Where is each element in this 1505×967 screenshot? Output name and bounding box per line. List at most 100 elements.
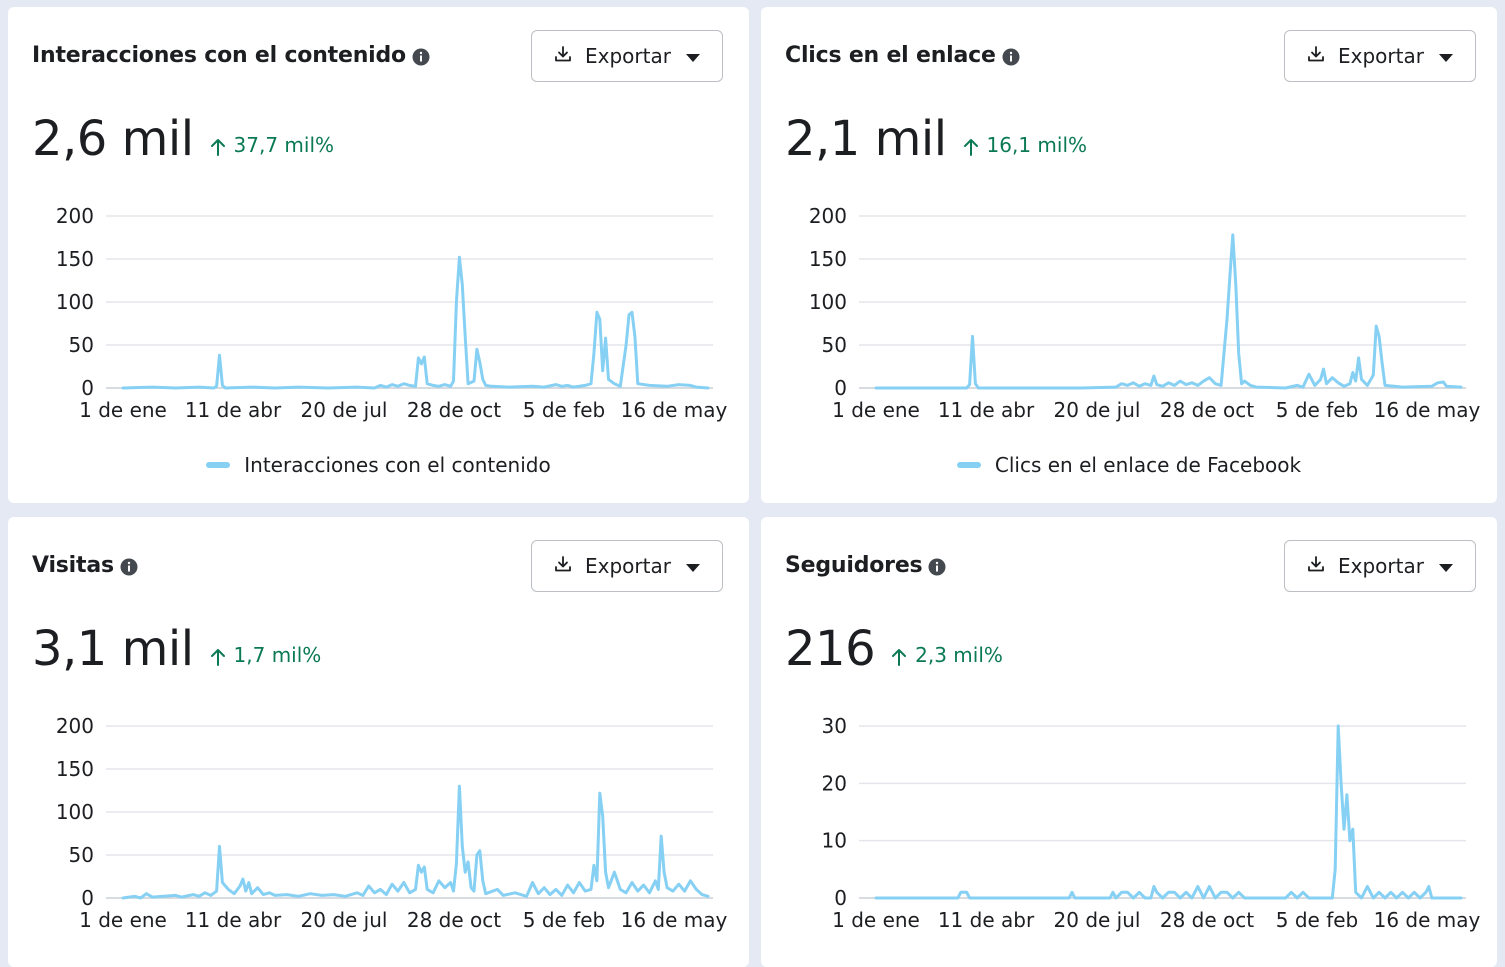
x-tick-label: 16 de may [621,398,728,422]
legend-label: Clics en el enlace de Facebook [994,453,1302,477]
legend-label: Interacciones con el contenido [244,453,551,477]
metric: 216 2,3 mil% [785,621,1003,677]
y-tick-label: 10 [822,829,847,853]
y-tick-label: 100 [56,290,94,314]
x-tick-label: 16 de may [1374,398,1481,422]
chart-legend: Interacciones con el contenido [8,453,749,477]
card-title: Visitas [32,553,138,578]
download-icon [1306,44,1326,69]
metric-change: 37,7 mil% [210,133,334,157]
legend-swatch [206,462,231,468]
series-line [874,724,1463,900]
info-icon[interactable] [1002,47,1020,65]
y-tick-label: 50 [69,843,94,867]
y-tick-label: 50 [822,333,847,357]
y-tick-label: 150 [56,247,94,271]
export-label: Exportar [1338,554,1424,578]
y-tick-label: 150 [809,247,847,271]
metric: 2,6 mil 37,7 mil% [32,111,334,167]
caret-down-icon [1438,44,1454,68]
y-tick-label: 100 [56,800,94,824]
export-button[interactable]: Exportar [1284,540,1476,592]
download-icon [553,554,573,579]
caret-down-icon [1438,554,1454,578]
arrow-up-icon [892,649,907,666]
x-tick-label: 5 de feb [523,908,605,932]
metric: 2,1 mil 16,1 mil% [785,111,1087,167]
metric-change: 1,7 mil% [210,643,321,667]
export-label: Exportar [1338,44,1424,68]
y-tick-label: 30 [822,714,847,738]
x-tick-label: 11 de abr [938,908,1035,932]
y-tick-label: 200 [56,204,94,228]
metric-value: 2,6 mil [32,111,194,167]
y-tick-label: 50 [69,333,94,357]
export-button[interactable]: Exportar [531,540,723,592]
y-tick-label: 0 [834,376,847,400]
line-chart: 0 50 100 150 200 1 de ene 11 de abr 20 de jul 28… [809,204,1481,422]
arrow-up-icon [210,139,225,156]
y-tick-label: 200 [56,714,94,738]
y-tick-label: 0 [81,376,94,400]
x-tick-label: 5 de feb [523,398,605,422]
info-icon[interactable] [928,557,946,575]
link-clicks-card: Clics en el enlace Exportar 2,1 mil 16,1… [761,7,1497,503]
x-tick-label: 16 de may [621,908,728,932]
series-line [874,233,1463,390]
x-tick-label: 20 de jul [301,398,388,422]
metric-change: 16,1 mil% [963,133,1087,157]
export-button[interactable]: Exportar [531,30,723,82]
metric-value: 3,1 mil [32,621,194,677]
export-label: Exportar [585,554,671,578]
chart-legend: Clics en el enlace de Facebook [761,453,1497,477]
x-tick-label: 1 de ene [79,908,167,932]
x-tick-label: 28 de oct [407,908,501,932]
arrow-up-icon [210,649,225,666]
legend-swatch [956,462,981,468]
info-icon[interactable] [412,47,430,65]
x-tick-label: 5 de feb [1276,908,1358,932]
y-tick-label: 0 [834,886,847,910]
export-label: Exportar [585,44,671,68]
info-icon[interactable] [120,557,138,575]
arrow-up-icon [963,139,978,156]
export-button[interactable]: Exportar [1284,30,1476,82]
series-line [121,784,710,900]
y-tick-label: 0 [81,886,94,910]
card-title: Seguidores [785,553,946,578]
card-title: Interacciones con el contenido [32,43,430,68]
x-tick-label: 28 de oct [1160,908,1254,932]
download-icon [553,44,573,69]
y-tick-label: 20 [822,771,847,795]
line-chart: 0 50 100 150 200 1 de ene 11 de abr 20 de jul 28… [56,714,728,932]
metric-change: 2,3 mil% [891,643,1003,667]
series-line [121,255,710,390]
line-chart: 0 50 100 150 200 1 de ene 11 de abr 20 de jul 28… [56,204,728,422]
x-tick-label: 16 de may [1374,908,1481,932]
x-tick-label: 11 de abr [185,908,282,932]
x-tick-label: 1 de ene [832,908,920,932]
x-tick-label: 1 de ene [79,398,167,422]
x-tick-label: 1 de ene [832,398,920,422]
x-tick-label: 20 de jul [301,908,388,932]
followers-card: Seguidores Exportar 216 2,3 mil% 0 10 20 30… [761,517,1497,967]
download-icon [1306,554,1326,579]
x-tick-label: 28 de oct [407,398,501,422]
metric-value: 2,1 mil [785,111,947,167]
x-tick-label: 20 de jul [1054,908,1141,932]
card-title: Clics en el enlace [785,43,1020,68]
x-tick-label: 28 de oct [1160,398,1254,422]
metric-value: 216 [785,621,876,677]
x-tick-label: 5 de feb [1276,398,1358,422]
line-chart: 0 10 20 30 1 de ene 11 de abr 20 de jul 28 de o… [822,714,1481,932]
x-tick-label: 11 de abr [938,398,1035,422]
visits-card: Visitas Exportar 3,1 mil 1,7 mil% 0 50 100… [8,517,749,967]
content-interactions-card: Interacciones con el contenido Exportar … [8,7,749,503]
caret-down-icon [685,554,701,578]
y-tick-label: 200 [809,204,847,228]
x-tick-label: 20 de jul [1054,398,1141,422]
y-tick-label: 150 [56,757,94,781]
y-tick-label: 100 [809,290,847,314]
caret-down-icon [685,44,701,68]
x-tick-label: 11 de abr [185,398,282,422]
